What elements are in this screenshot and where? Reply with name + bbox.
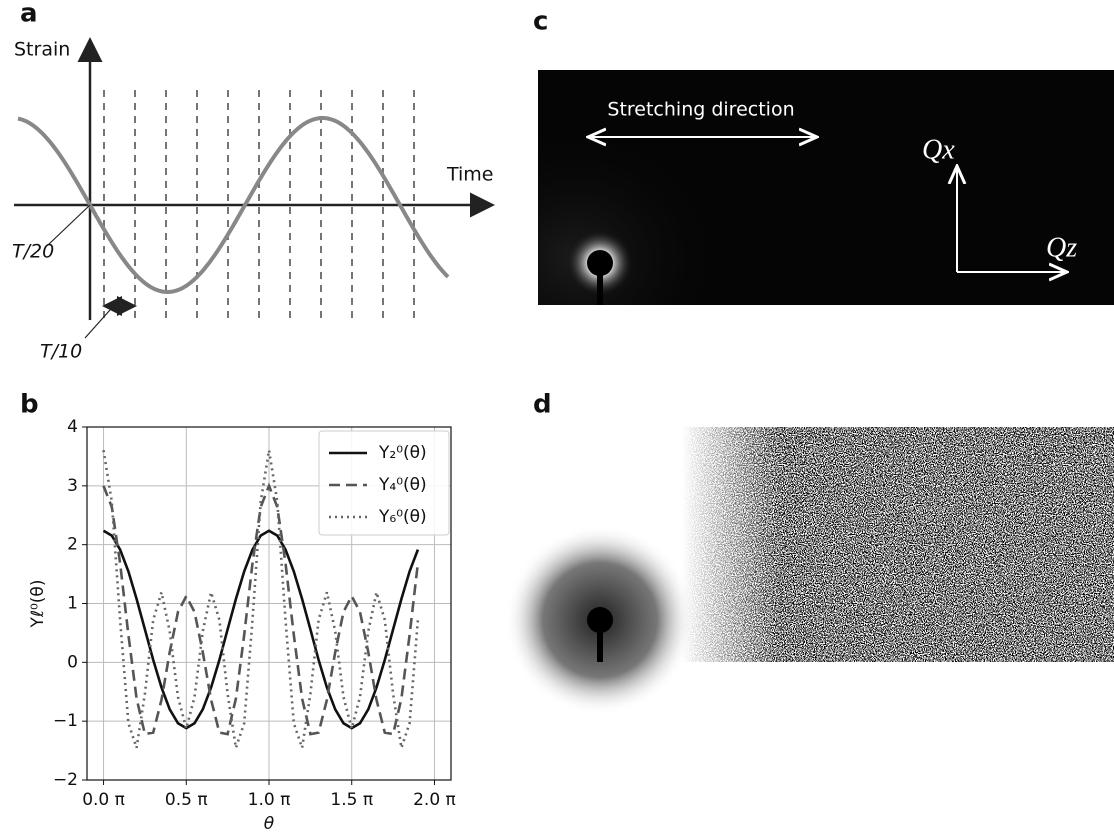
x-axis-label: θ: [264, 814, 275, 834]
plot-frame: [86, 426, 452, 781]
axis-label: Qx: [922, 134, 955, 165]
annotation: Stretching direction: [607, 99, 794, 121]
leader: [84, 309, 111, 339]
y-axis-label: Yℓ⁰(θ): [28, 580, 48, 629]
y-tick-label: 4: [67, 417, 78, 437]
legend-label: Y₆⁰(θ): [378, 507, 427, 527]
panel-b: b 0.0 π 0.5 π 1.0 π 1.5 π 2.0 π −2 −1 0 1 2 3 4 θ Yℓ⁰…: [20, 390, 456, 835]
x-tick-label: 0.0 π: [82, 790, 125, 810]
panel-a: a Strain Time T/20 T/10: [12, 0, 495, 363]
y-tick-label: 0: [67, 652, 78, 672]
beamstop-arm: [597, 620, 603, 662]
legend-label: Y₄⁰(θ): [378, 475, 427, 495]
y-tick-label: 2: [67, 535, 78, 555]
panel-label: a: [20, 0, 38, 29]
y-tick-label: −1: [53, 711, 78, 731]
panel-c: c Stretching direction Qx Qz: [533, 7, 1114, 305]
y-tick-label: 3: [67, 476, 78, 496]
x-tick-label: 1.0 π: [248, 790, 291, 810]
panel-label: b: [20, 390, 39, 420]
panel-d: d: [505, 390, 1114, 715]
y-tick-label: 1: [67, 594, 78, 614]
beamstop-arm: [597, 263, 603, 305]
series-line: [102, 449, 420, 749]
panel-label: d: [533, 390, 552, 420]
x-tick-label: 2.0 π: [413, 790, 456, 810]
axis-label: Strain: [14, 39, 70, 61]
annotation: T/20: [12, 241, 54, 263]
strain-wave: [17, 116, 450, 294]
legend-label: Y₂⁰(θ): [378, 443, 427, 463]
leader: [47, 204, 91, 246]
legend-box: [318, 430, 450, 536]
panel-label: c: [533, 7, 548, 37]
series-line: [102, 482, 420, 736]
axis-label: Time: [446, 164, 494, 186]
y-tick-label: −2: [53, 770, 78, 790]
series-line: [102, 529, 420, 730]
x-tick-label: 0.5 π: [165, 790, 208, 810]
annotation: T/10: [40, 341, 82, 363]
x-tick-label: 1.5 π: [330, 790, 373, 810]
axis-label: Qz: [1046, 232, 1077, 263]
